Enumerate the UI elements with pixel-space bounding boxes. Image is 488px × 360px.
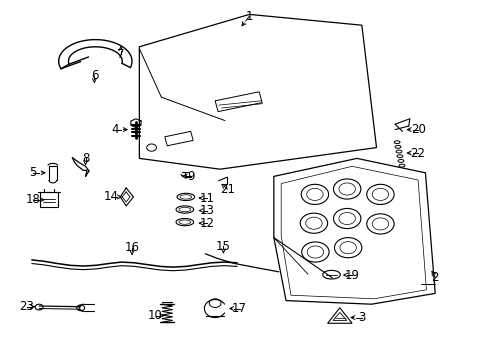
Text: 3: 3 <box>357 311 365 324</box>
Text: 2: 2 <box>430 271 438 284</box>
Text: 8: 8 <box>81 152 89 165</box>
Text: 11: 11 <box>199 192 214 204</box>
Text: 23: 23 <box>20 300 34 313</box>
Text: 21: 21 <box>220 183 234 195</box>
Text: 19: 19 <box>344 269 359 282</box>
Text: 6: 6 <box>90 69 98 82</box>
Text: 7: 7 <box>117 48 124 60</box>
Text: 5: 5 <box>29 166 37 179</box>
Text: 16: 16 <box>124 241 139 254</box>
Text: 22: 22 <box>410 147 425 159</box>
Text: 20: 20 <box>410 123 425 136</box>
Text: 9: 9 <box>186 170 194 183</box>
Text: 4: 4 <box>111 123 119 136</box>
Bar <box>40 192 58 207</box>
Text: 15: 15 <box>216 240 230 253</box>
Text: 14: 14 <box>104 190 119 203</box>
Text: 18: 18 <box>26 193 41 206</box>
Text: 17: 17 <box>232 302 246 315</box>
Text: 13: 13 <box>199 204 214 217</box>
Text: 1: 1 <box>245 10 253 23</box>
Text: 10: 10 <box>148 309 163 322</box>
Text: 12: 12 <box>199 217 214 230</box>
